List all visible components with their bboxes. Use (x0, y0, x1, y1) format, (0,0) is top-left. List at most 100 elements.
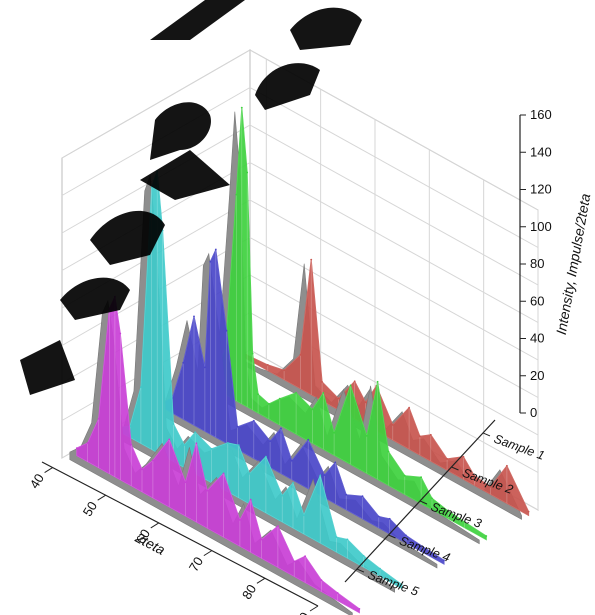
series-5-point (75, 447, 78, 449)
series-1-point (527, 510, 530, 513)
series-3-segment (280, 428, 293, 481)
series-5-segment (130, 444, 143, 493)
series-2 (196, 106, 488, 545)
series-1-segment (300, 259, 312, 396)
series-1-segment (267, 364, 285, 381)
depth-tick-1 (451, 466, 459, 471)
series-2-point (403, 474, 406, 477)
depth-tick-0 (482, 432, 491, 437)
series-4-point (335, 536, 338, 538)
series-2-segment (236, 107, 243, 405)
series-5-point (152, 459, 154, 462)
series-3-segment (237, 420, 255, 459)
series-3-segment (421, 545, 445, 565)
series-3-point (209, 260, 212, 263)
series-5-segment (120, 333, 132, 487)
series-3-point (388, 517, 391, 520)
series-3-point (323, 474, 326, 476)
series-2-point (268, 403, 270, 405)
series-4-segment (249, 455, 267, 514)
z-tick-label: 140 (530, 144, 552, 159)
series-3-point (182, 361, 185, 364)
z-tick-label: 120 (530, 182, 552, 197)
series-2-point (322, 392, 325, 394)
series-2-segment (388, 450, 406, 495)
series-2-point (387, 450, 390, 453)
series-2-point (365, 434, 368, 437)
series-5 (69, 295, 361, 615)
watermark-stroke-5 (60, 277, 130, 320)
series-1-point (337, 397, 340, 400)
series-1-segment (419, 434, 432, 462)
series-3-point (361, 495, 364, 498)
series-3-segment (204, 261, 211, 435)
series-4-point (248, 472, 251, 475)
series-2-segment (404, 475, 422, 505)
series-4-segment (303, 475, 321, 544)
depth-tick-3 (388, 534, 396, 539)
series-2-point (485, 535, 488, 537)
z-tick-label: 160 (530, 107, 552, 122)
series-2-segment (333, 385, 351, 465)
series-1-segment (392, 406, 410, 450)
series-2-segment (241, 107, 248, 408)
series-4-point (292, 482, 294, 484)
depth-tick-2 (419, 500, 428, 505)
series-4-point (140, 386, 142, 388)
series-3-point (236, 425, 239, 428)
series-2-segment (279, 392, 297, 435)
series-5-point (358, 608, 361, 610)
series-5-segment (152, 438, 170, 508)
series-1-point (446, 458, 448, 460)
grid-line-z-back-7 (249, 87, 539, 248)
series-2-segment (350, 385, 368, 474)
series-4-point (265, 455, 267, 458)
series-4-segment (379, 568, 403, 589)
series-3-point (334, 461, 337, 464)
grid-line-z-back-5 (249, 162, 539, 323)
x-tick-4 (256, 577, 266, 584)
series-3-point (193, 315, 195, 318)
series-4-point (379, 567, 381, 570)
series-1-point (473, 474, 476, 477)
series-5-segment (114, 296, 121, 481)
series-3-point (443, 559, 445, 562)
chart-series (69, 106, 530, 615)
series-1-point (364, 401, 367, 404)
x-tick-label: 80 (239, 582, 259, 602)
series-3-point (252, 419, 255, 422)
series-5-point (195, 442, 198, 445)
x-tick-label: 40 (27, 471, 47, 491)
series-5-segment (250, 499, 262, 559)
series-3-point (280, 427, 282, 430)
series-1-point (353, 380, 356, 383)
x-tick-label: 50 (80, 499, 100, 519)
series-4-point (237, 444, 240, 447)
series-2-segment (322, 392, 335, 456)
series-2-point (447, 510, 450, 512)
series-5-point (260, 538, 263, 541)
series-2-point (349, 384, 352, 387)
series-2-point (257, 393, 259, 396)
series-5-point (86, 442, 89, 444)
series-3-segment (291, 438, 309, 490)
series-1-point (299, 354, 302, 356)
series-2-segment (431, 497, 449, 520)
series-2-segment (377, 381, 389, 486)
series-3-segment (210, 249, 217, 438)
series-5-segment (87, 418, 99, 469)
series-1-segment (463, 455, 475, 486)
x-tick-0 (44, 467, 53, 473)
series-1-point (506, 464, 508, 467)
series-4-segment (347, 538, 365, 568)
series-5-point (141, 468, 143, 471)
watermark-stroke-2 (150, 102, 211, 160)
series-1-segment (408, 407, 421, 456)
series-4-segment (281, 482, 294, 529)
series-3-segment (334, 462, 347, 511)
series-2-segment (447, 510, 465, 529)
series-2-segment (268, 398, 281, 426)
series-2-point (295, 391, 297, 394)
watermark-logo (20, 0, 362, 395)
grid-line-z-back-6 (249, 124, 539, 286)
